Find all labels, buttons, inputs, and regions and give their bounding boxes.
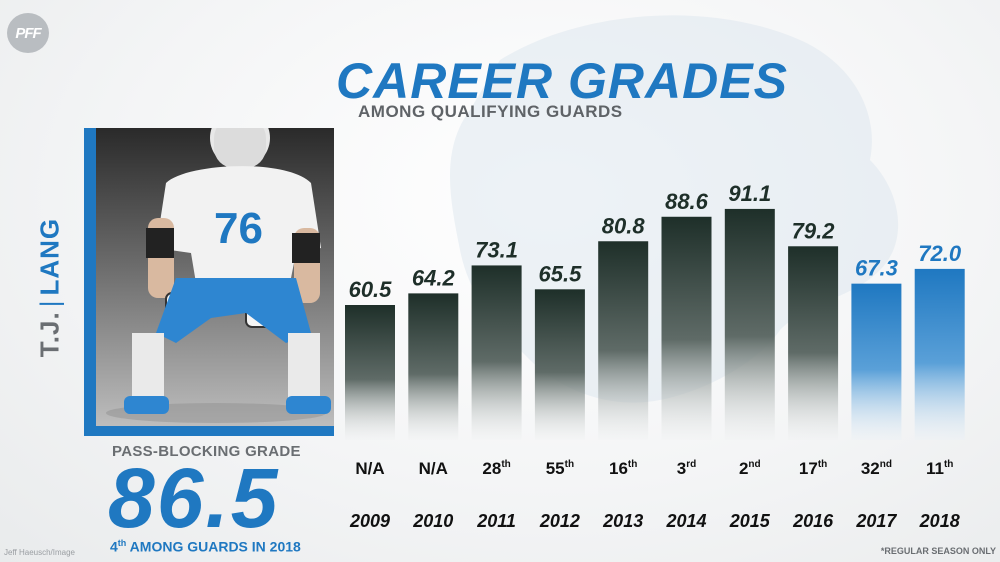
player-photo: 76 xyxy=(96,128,334,426)
jersey-number: 76 xyxy=(214,204,263,253)
year-label-2016: 2016 xyxy=(792,511,834,531)
year-label-2018: 2018 xyxy=(919,511,960,531)
bar-2018 xyxy=(914,268,965,440)
bar-2011 xyxy=(471,265,522,440)
bar-2012 xyxy=(534,289,585,440)
pff-logo: PFF xyxy=(7,13,49,53)
value-label-2009: 60.5 xyxy=(349,277,393,302)
value-label-2018: 72.0 xyxy=(918,241,962,266)
rank-label-2018: 11th xyxy=(926,459,953,478)
bar-2017 xyxy=(851,283,902,440)
year-label-2009: 2009 xyxy=(349,511,390,531)
rank-label-2015: 2nd xyxy=(739,459,761,478)
bar-2016 xyxy=(788,246,839,440)
rank-label-2017: 32nd xyxy=(861,459,892,478)
rank-label-2016: 17th xyxy=(799,459,827,478)
value-label-2010: 64.2 xyxy=(412,265,456,290)
rank-label-2009: N/A xyxy=(355,459,384,478)
pass-block-rank: 4th AMONG GUARDS IN 2018 xyxy=(110,538,301,555)
value-label-2016: 79.2 xyxy=(792,218,836,243)
rank-label-2014: 3rd xyxy=(677,459,696,478)
year-label-2011: 2011 xyxy=(476,511,516,531)
year-label-2010: 2010 xyxy=(412,511,453,531)
bar-2013 xyxy=(598,241,649,440)
year-label-2015: 2015 xyxy=(729,511,771,531)
footnote: *REGULAR SEASON ONLY xyxy=(880,546,996,556)
year-label-2012: 2012 xyxy=(539,511,580,531)
value-label-2013: 80.8 xyxy=(602,213,646,238)
bar-2010 xyxy=(408,293,459,440)
year-label-2013: 2013 xyxy=(602,511,643,531)
value-label-2015: 91.1 xyxy=(728,181,771,206)
photo-credit: Jeff Haeusch/Image xyxy=(4,548,76,557)
rank-label-2013: 16th xyxy=(609,459,637,478)
bar-2015 xyxy=(724,208,775,440)
pass-block-value: 86.5 xyxy=(108,451,280,545)
value-label-2014: 88.6 xyxy=(665,189,709,214)
rank-label-2010: N/A xyxy=(419,459,448,478)
value-label-2011: 73.1 xyxy=(475,237,518,262)
value-label-2012: 65.5 xyxy=(538,261,582,286)
year-label-2017: 2017 xyxy=(855,511,897,531)
rank-label-2012: 55th xyxy=(546,459,574,478)
player-silhouette: 76 xyxy=(106,128,331,423)
value-label-2017: 67.3 xyxy=(855,256,898,281)
pass-block-label: PASS-BLOCKING GRADE xyxy=(112,443,301,460)
year-label-2014: 2014 xyxy=(665,511,706,531)
bar-2009 xyxy=(345,305,395,440)
rank-label-2011: 28th xyxy=(482,459,510,478)
page-subtitle: AMONG QUALIFYING GUARDS xyxy=(358,102,623,121)
bar-2014 xyxy=(661,216,712,440)
page-title: CAREER GRADES xyxy=(336,53,788,109)
